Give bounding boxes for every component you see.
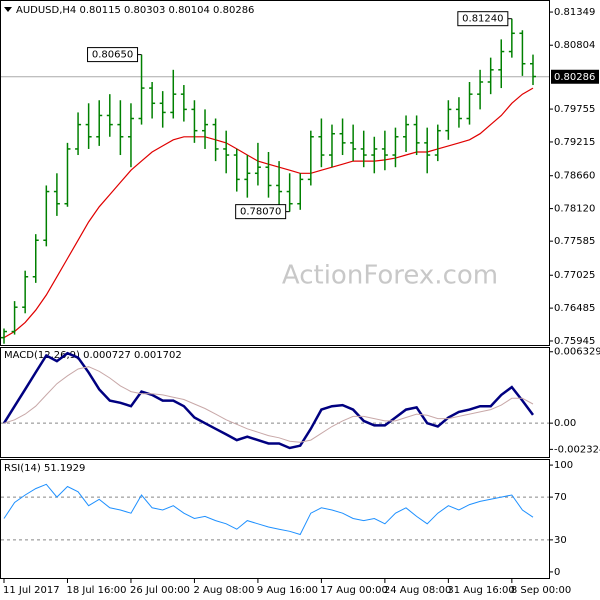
y-tick-label: 0.78120 xyxy=(554,204,595,215)
x-tick-label: 2 Aug 08:00 xyxy=(193,585,254,596)
y-tick-label: 0.76485 xyxy=(554,303,595,314)
annotation-label: 0.81240 xyxy=(462,14,503,25)
x-tick-label: 31 Aug 16:00 xyxy=(447,585,514,596)
y-tick-label: 0.77585 xyxy=(554,236,595,247)
annotation-label: 0.80650 xyxy=(92,50,133,61)
x-tick-label: 11 Jul 2017 xyxy=(3,585,60,596)
y-tick-label: -0.002324 xyxy=(554,444,600,455)
rsi-panel-frame xyxy=(0,459,550,579)
indicator-line xyxy=(3,366,534,443)
indicator-line xyxy=(3,483,534,536)
y-tick-label: 0.80804 xyxy=(554,40,595,51)
y-tick-label: 0.79755 xyxy=(554,104,595,115)
y-tick-label: 100 xyxy=(554,460,573,471)
annotation-box xyxy=(235,204,287,220)
x-tick-label: 18 Jul 16:00 xyxy=(66,585,126,596)
watermark: ActionForex.com xyxy=(282,261,498,291)
x-tick-label: 17 Aug 00:00 xyxy=(320,585,387,596)
x-tick-label: 24 Aug 08:00 xyxy=(384,585,451,596)
y-tick-label: 70 xyxy=(554,492,567,503)
macd-panel-frame xyxy=(0,347,550,458)
y-tick-label: 0.78660 xyxy=(554,171,595,182)
y-tick-label: 0.75945 xyxy=(554,336,595,347)
main-panel-frame xyxy=(0,0,550,346)
x-tick-label: 8 Sep 00:00 xyxy=(511,585,571,596)
y-tick-label: 0.81349 xyxy=(554,7,595,18)
annotation-label: 0.78070 xyxy=(240,207,281,218)
rsi-title: RSI(14) 51.1929 xyxy=(4,463,85,474)
y-tick-label: 0.77025 xyxy=(554,270,595,281)
y-tick-label: 0.006329 xyxy=(554,347,600,358)
current-price-box xyxy=(551,69,599,84)
x-tick-label: 9 Aug 16:00 xyxy=(257,585,318,596)
y-tick-label: 0 xyxy=(554,567,560,578)
symbol-icon xyxy=(4,7,12,12)
indicator-line xyxy=(2,351,535,450)
annotation-box xyxy=(457,11,509,27)
macd-title: MACD(12,26,9) 0.000727 0.001702 xyxy=(4,350,182,361)
y-tick-label: 0.00 xyxy=(554,418,576,429)
current-price-label: 0.80286 xyxy=(554,72,595,83)
y-tick-label: 30 xyxy=(554,535,567,546)
x-tick-label: 26 Jul 00:00 xyxy=(130,585,190,596)
y-tick-label: 0.79215 xyxy=(554,137,595,148)
annotation-box xyxy=(87,47,139,63)
chart-title: AUDUSD,H4 0.80115 0.80303 0.80104 0.8028… xyxy=(16,5,254,16)
